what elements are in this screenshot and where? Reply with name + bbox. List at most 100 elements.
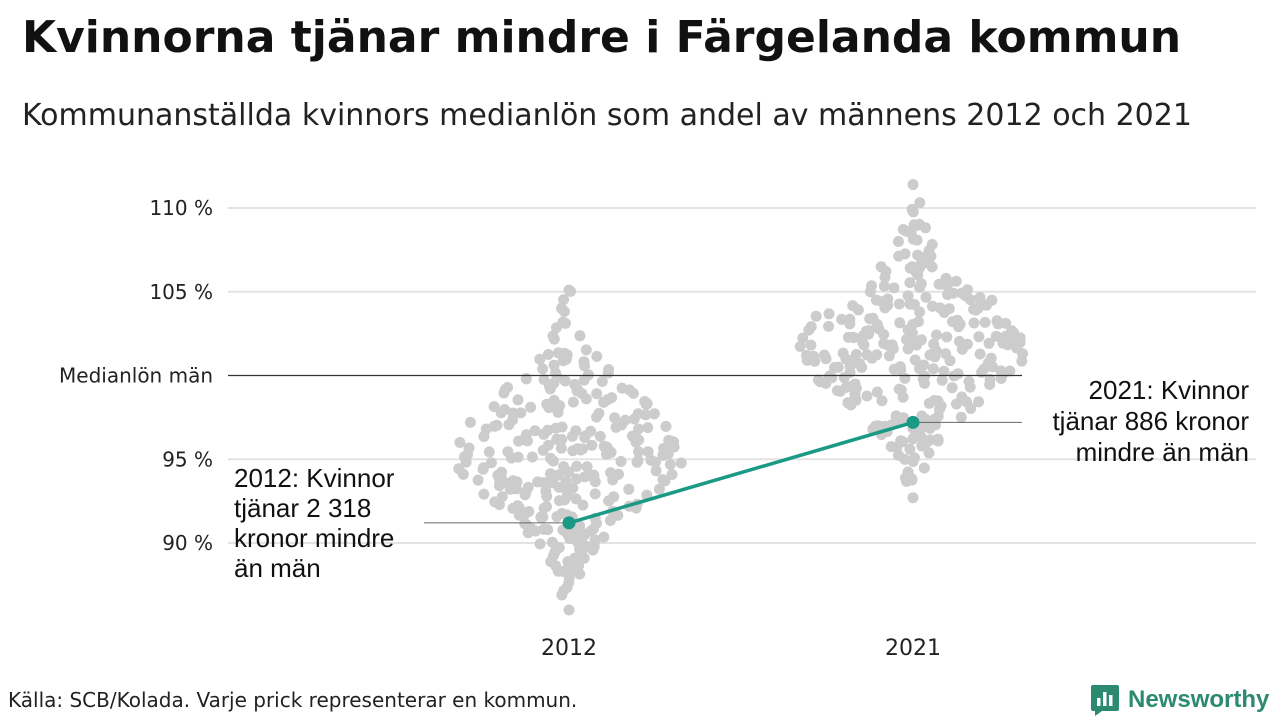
distribution-dot	[888, 282, 900, 294]
distribution-dot	[485, 457, 497, 469]
distribution-dot	[947, 287, 959, 299]
distribution-dot	[577, 499, 589, 511]
distribution-dot	[591, 411, 602, 423]
distribution-dot	[928, 395, 940, 406]
distribution-dot	[861, 349, 873, 361]
distribution-dot	[650, 456, 661, 468]
annotation-text: 2021: Kvinnor	[1089, 375, 1250, 405]
distribution-dot	[633, 446, 644, 458]
distribution-dot	[518, 434, 530, 446]
distribution-dot	[489, 496, 501, 508]
distribution-dot	[591, 388, 603, 400]
distribution-dot	[588, 540, 600, 552]
distribution-dot	[558, 294, 570, 306]
distribution-dot	[537, 363, 549, 375]
distribution-dot	[803, 324, 815, 336]
annotation-text: kronor mindre	[234, 523, 394, 553]
distribution-dot	[594, 430, 606, 442]
distribution-dot	[920, 437, 932, 449]
distribution-dot	[457, 468, 469, 480]
distribution-dot	[870, 294, 882, 306]
distribution-dot	[626, 430, 638, 442]
distribution-dot	[512, 500, 524, 512]
distribution-dot	[929, 351, 941, 363]
distribution-dot	[552, 406, 564, 418]
distribution-dot	[928, 338, 940, 350]
distribution-dot	[505, 452, 517, 464]
distribution-dot	[544, 383, 556, 395]
distribution-dot	[580, 344, 592, 356]
distribution-dot	[852, 304, 864, 316]
distribution-dot	[823, 371, 835, 383]
distribution-dot	[894, 317, 906, 329]
distribution-dot	[893, 383, 905, 395]
distribution-dot	[927, 300, 938, 312]
distribution-dot	[563, 284, 575, 296]
distribution-dot	[525, 401, 537, 413]
distribution-dot	[823, 308, 835, 320]
distribution-dot	[972, 302, 984, 314]
distribution-dot	[907, 179, 919, 191]
source-note: Källa: SCB/Kolada. Varje prick represent…	[8, 688, 578, 712]
annotation-text: än män	[234, 553, 321, 583]
distribution-dot	[480, 423, 492, 435]
distribution-dot	[974, 348, 986, 360]
distribution-dot	[904, 443, 916, 455]
distribution-dot	[552, 565, 564, 577]
distribution-dot	[899, 248, 911, 260]
distribution-dot	[488, 401, 500, 413]
distribution-dot	[574, 568, 586, 580]
y-tick-label: 105 %	[149, 280, 213, 304]
highlight-line	[568, 420, 914, 525]
distribution-dot	[885, 441, 897, 453]
distribution-dot	[532, 476, 544, 488]
distribution-dot	[558, 585, 570, 597]
distribution-dot	[974, 292, 986, 303]
distribution-dot	[583, 469, 595, 481]
distribution-dot	[663, 434, 675, 446]
distribution-dot	[601, 441, 613, 453]
distribution-dot	[940, 348, 952, 360]
distribution-dot	[976, 366, 988, 378]
distribution-dot	[566, 430, 578, 442]
distribution-dot	[946, 382, 958, 394]
distribution-dot	[797, 332, 809, 344]
distribution-dot	[984, 379, 996, 390]
distribution-dot	[551, 322, 562, 334]
distribution-dot	[464, 416, 476, 428]
distribution-dot	[953, 335, 965, 347]
distribution-dot	[567, 482, 579, 494]
distribution-dot	[983, 337, 995, 349]
distribution-dot	[586, 439, 598, 451]
distribution-dot	[598, 531, 610, 543]
distribution-dot	[563, 572, 575, 583]
distribution-dot	[545, 468, 556, 480]
distribution-dot	[871, 386, 883, 398]
distribution-dot	[990, 330, 1002, 342]
distribution-dot	[900, 225, 912, 237]
distribution-dot	[871, 349, 883, 361]
highlight-point	[562, 516, 576, 530]
distribution-dot	[640, 398, 652, 410]
distribution-dot	[912, 249, 924, 261]
distribution-dot	[844, 313, 856, 325]
distribution-dot	[558, 461, 570, 473]
distribution-dot	[534, 538, 546, 550]
y-tick-label: 110 %	[149, 196, 213, 220]
distribution-dot	[956, 287, 968, 299]
distribution-dot	[926, 239, 938, 250]
distribution-dot	[666, 469, 678, 480]
distribution-dot	[520, 508, 532, 519]
distribution-dot	[608, 491, 620, 503]
distribution-dot	[538, 374, 550, 385]
distribution-dot	[579, 432, 591, 443]
distribution-dot	[1009, 340, 1021, 352]
page-subtitle: Kommunanställda kvinnors medianlön som a…	[22, 98, 1192, 133]
brand-name: Newsworthy	[1128, 686, 1270, 713]
distribution-dot	[950, 398, 962, 410]
distribution-dot	[559, 494, 571, 506]
distribution-dot	[973, 396, 985, 408]
distribution-dot	[559, 375, 571, 387]
distribution-dot	[623, 483, 635, 495]
distribution-dot	[499, 383, 511, 395]
